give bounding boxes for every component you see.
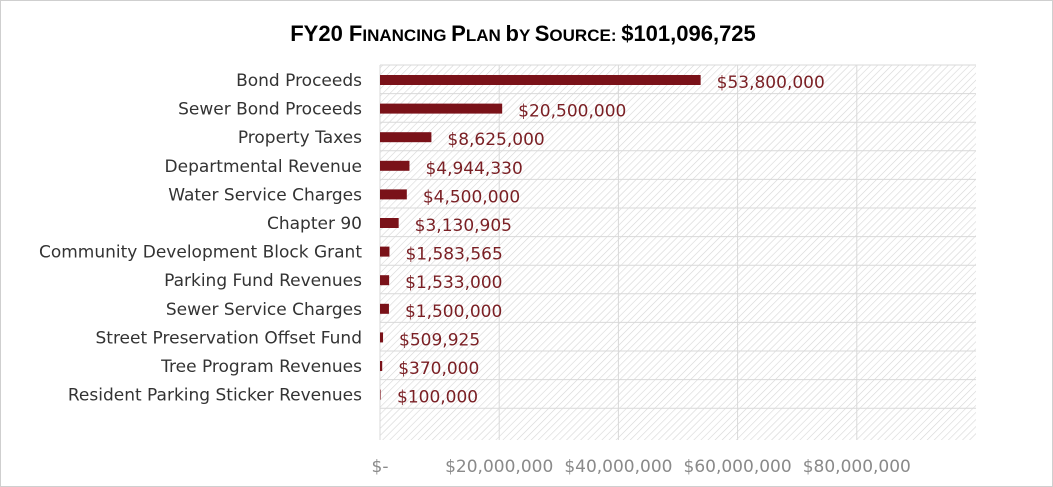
category-label: Resident Parking Sticker Revenues [68, 386, 362, 406]
category-labels: Bond Proceeds Sewer Bond Proceeds Property… [39, 71, 362, 406]
x-tick-label: $40,000,000 [564, 457, 672, 477]
category-label: Sewer Service Charges [166, 300, 362, 320]
data-label: $1,500,000 [405, 302, 502, 322]
bar [380, 189, 407, 200]
bar [380, 103, 503, 114]
bar [380, 303, 389, 314]
category-label: Property Taxes [238, 128, 362, 148]
data-label: $20,500,000 [518, 102, 626, 122]
category-label: Sewer Bond Proceeds [178, 100, 362, 120]
data-labels: $53,800,000 $20,500,000 $8,625,000 $4,944,3… [397, 73, 825, 408]
bar [380, 332, 384, 343]
bar [380, 275, 390, 286]
data-label: $1,583,565 [405, 245, 502, 265]
x-tick-label: $60,000,000 [684, 457, 792, 477]
bar [380, 218, 399, 228]
data-label: $53,800,000 [717, 73, 825, 93]
category-label: Departmental Revenue [165, 157, 362, 177]
x-tick-label: $80,000,000 [803, 457, 911, 477]
category-label: Parking Fund Revenues [164, 271, 362, 291]
data-label: $3,130,905 [415, 216, 512, 236]
bar [380, 160, 410, 171]
bar-series [380, 75, 701, 400]
data-label: $4,500,000 [423, 187, 520, 207]
chart-title: FY20 FINANCING PLAN bY SOURCE: $101,096,… [290, 21, 756, 46]
bar [380, 389, 381, 400]
data-label: $370,000 [398, 359, 479, 379]
gridlines [379, 64, 976, 440]
category-label: Water Service Charges [168, 185, 362, 205]
category-label: Tree Program Revenues [160, 357, 362, 377]
data-label: $509,925 [399, 330, 480, 350]
x-axis-tick-labels: $- $20,000,000 $40,000,000 $60,000,000 $80,0… [372, 457, 911, 477]
plot-area [380, 65, 976, 440]
x-tick-label: $- [372, 457, 389, 477]
x-tick-label: $20,000,000 [445, 457, 553, 477]
data-label: $4,944,330 [425, 159, 522, 179]
plot-hatch-background [380, 65, 976, 440]
category-label: Chapter 90 [267, 214, 362, 234]
category-label: Street Preservation Offset Fund [95, 328, 362, 348]
data-label: $8,625,000 [447, 130, 544, 150]
bar [380, 361, 383, 371]
category-label: Community Development Block Grant [39, 243, 362, 263]
data-label: $1,533,000 [405, 273, 502, 293]
category-label: Bond Proceeds [236, 71, 362, 91]
bar [380, 246, 390, 257]
bar [380, 75, 701, 85]
bar [380, 132, 432, 143]
data-label: $100,000 [397, 388, 478, 408]
